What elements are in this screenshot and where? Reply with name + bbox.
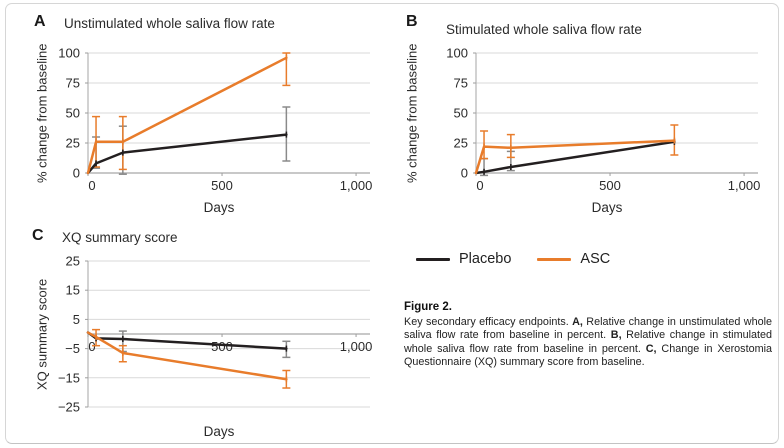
x-axis-label: Days: [204, 200, 235, 215]
panel-title-c: XQ summary score: [62, 230, 178, 245]
y-tick-label: 25: [66, 136, 80, 151]
chart-a-svg: 0 25 50 75 100 0 500 1,000 Days: [58, 46, 373, 216]
y-tick-label: −25: [58, 400, 80, 415]
placebo-line-swatch: [416, 257, 450, 261]
x-tick-label: 500: [211, 178, 233, 193]
y-tick-label: 5: [73, 312, 80, 327]
chart-legend: Placebo ASC: [416, 251, 610, 267]
chart-c-svg: −25 −15 −5 5 15 25 0 500 1,000 Days: [58, 254, 373, 440]
y-tick-label: 0: [461, 166, 468, 181]
panel-letter-b: B: [406, 13, 419, 30]
x-tick-label: 0: [88, 178, 95, 193]
y-tick-label: −15: [58, 370, 80, 385]
panel-b-chart: 0 25 50 75 100 0 500 1,000 Days: [388, 40, 762, 223]
panel-a-chart: 0 25 50 75 100 0 500 1,000 Days: [20, 40, 382, 223]
y-tick-label: 25: [66, 254, 80, 269]
asc-line-swatch: [537, 257, 572, 261]
x-axis-label: Days: [204, 424, 235, 439]
y-tick-label: 100: [58, 46, 80, 61]
y-tick-label: 50: [454, 106, 468, 121]
y-tick-label: 100: [446, 46, 468, 61]
figure-caption: Figure 2. Key secondary efficacy endpoin…: [404, 301, 772, 370]
y-tick-label: 75: [454, 76, 468, 91]
asc-line: [474, 139, 676, 175]
panel-letter-a: A: [34, 13, 47, 30]
panel-c-chart: −25 −15 −5 5 15 25 0 500 1,000 Days: [20, 248, 382, 447]
x-tick-label: 0: [476, 178, 483, 193]
y-tick-label: 75: [66, 76, 80, 91]
legend-label: ASC: [580, 251, 611, 267]
y-tick-label: 15: [66, 283, 80, 298]
caption-text: Key secondary efficacy endpoints. A, Rel…: [404, 316, 772, 369]
panel-title-b: Stimulated whole saliva flow rate: [446, 22, 642, 37]
asc-line: [86, 56, 288, 175]
legend-label: Placebo: [459, 251, 512, 267]
legend-item-placebo: Placebo: [416, 251, 511, 267]
x-tick-label: 500: [599, 178, 621, 193]
x-tick-label: 1,000: [340, 339, 373, 354]
placebo-line: [474, 140, 676, 175]
x-tick-label: 1,000: [728, 178, 761, 193]
y-tick-label: −5: [65, 341, 80, 356]
panel-letter-c: C: [32, 227, 45, 244]
x-tick-label: 0: [88, 339, 95, 354]
caption-title: Figure 2.: [404, 301, 452, 313]
chart-b-svg: 0 25 50 75 100 0 500 1,000 Days: [446, 46, 761, 216]
placebo-line: [86, 133, 288, 175]
x-tick-label: 1,000: [340, 178, 373, 193]
x-tick-label: 500: [211, 339, 233, 354]
legend-item-asc: ASC: [537, 251, 610, 267]
x-axis-label: Days: [592, 200, 623, 215]
asc-line: [86, 331, 288, 381]
placebo-line: [86, 331, 288, 350]
panel-title-a: Unstimulated whole saliva flow rate: [64, 16, 275, 31]
y-tick-label: 0: [73, 166, 80, 181]
y-tick-label: 25: [454, 136, 468, 151]
y-tick-label: 50: [66, 106, 80, 121]
